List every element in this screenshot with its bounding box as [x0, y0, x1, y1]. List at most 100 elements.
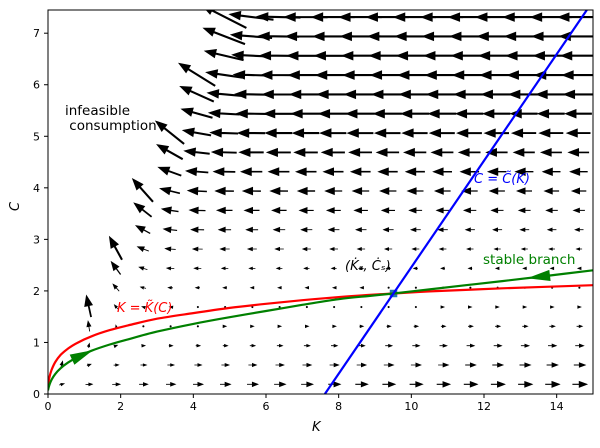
- quiver-dot: [196, 305, 199, 309]
- quiver-arrow: [492, 227, 503, 232]
- quiver-arrow: [304, 286, 309, 290]
- quiver-arrow: [245, 226, 259, 233]
- quiver-arrow: [356, 247, 366, 251]
- quiver-arrow: [348, 147, 372, 157]
- quiver-arrow: [235, 108, 267, 119]
- x-axis-label: K: [312, 420, 321, 435]
- quiver-arrow: [546, 227, 557, 232]
- quiver-arrow: [303, 266, 310, 271]
- quiver-arrow: [490, 207, 504, 214]
- quiver-arrow: [241, 186, 261, 196]
- quiver-arrow: [262, 108, 294, 119]
- quiver-arrow: [548, 343, 558, 348]
- quiver-arrow: [494, 266, 500, 271]
- quiver-arrow: [359, 286, 364, 290]
- quiver-arrow: [186, 186, 207, 196]
- quiver-arrow: [165, 266, 175, 271]
- quiver-arrow: [576, 266, 582, 271]
- quiver-arrow: [324, 187, 343, 196]
- plot-contents: [48, 10, 593, 394]
- quiver-arrow: [210, 147, 237, 157]
- quiver-arrow: [249, 286, 255, 290]
- quiver-arrow: [139, 286, 147, 290]
- quiver-arrow: [325, 207, 341, 214]
- quiver-arrow: [84, 294, 94, 318]
- quiver-arrow: [518, 380, 534, 388]
- quiver-arrow: [194, 363, 203, 367]
- quiver-dot: [469, 286, 472, 289]
- quiver-arrow: [486, 167, 507, 176]
- quiver-arrow: [546, 362, 559, 368]
- quiver-arrow: [188, 206, 206, 215]
- quiver-arrow: [454, 108, 484, 119]
- quiver-arrow: [377, 167, 398, 177]
- quiver-arrow: [519, 362, 532, 368]
- quiver-arrow: [247, 381, 259, 388]
- quiver-arrow: [265, 147, 291, 157]
- quiver-arrow: [290, 108, 321, 119]
- quiver-arrow: [404, 167, 425, 177]
- quiver-arrow: [466, 247, 474, 251]
- quiver-arrow: [302, 362, 313, 368]
- quiver-arrow: [386, 324, 392, 329]
- quiver-arrow: [572, 207, 585, 214]
- quiver-arrow: [202, 27, 246, 46]
- x-tick-label: 10: [404, 400, 418, 413]
- quiver-arrow: [301, 246, 311, 252]
- quiver-arrow: [548, 247, 555, 251]
- quiver-dot: [414, 305, 417, 309]
- quiver-arrow: [463, 380, 479, 388]
- quiver-dot: [387, 286, 390, 289]
- quiver-arrow: [520, 247, 528, 251]
- quiver-arrow: [353, 207, 368, 214]
- quiver-arrow: [296, 186, 316, 196]
- quiver-arrow: [298, 206, 314, 214]
- quiver-arrow: [467, 266, 473, 271]
- infeasible-consumption-label: infeasible consumption: [65, 103, 157, 134]
- quiver-arrow: [456, 128, 482, 138]
- quiver-arrow: [205, 69, 243, 79]
- y-tick-label: 4: [33, 182, 40, 195]
- quiver-dot: [169, 325, 172, 328]
- quiver-arrow: [565, 128, 591, 138]
- quiver-arrow: [190, 226, 205, 233]
- quiver-arrow: [329, 247, 338, 252]
- quiver-arrow: [207, 108, 240, 119]
- quiver-arrow: [382, 381, 397, 388]
- quiver-arrow: [329, 362, 340, 368]
- quiver-arrow: [379, 187, 397, 195]
- quiver-arrow: [512, 147, 535, 157]
- quiver-arrow: [320, 147, 345, 157]
- quiver-arrow: [214, 186, 234, 196]
- quiver-arrow: [168, 305, 174, 309]
- quiver-arrow: [519, 227, 530, 232]
- quiver-arrow: [412, 343, 421, 348]
- quiver-arrow: [194, 286, 200, 290]
- quiver-arrow: [167, 363, 176, 367]
- quiver-arrow: [480, 89, 512, 100]
- quiver-arrow: [133, 202, 153, 218]
- quiver-arrow: [493, 343, 503, 348]
- quiver-arrow: [563, 108, 592, 119]
- quiver-arrow: [215, 206, 233, 215]
- quiver-arrow: [543, 187, 560, 195]
- quiver-dot: [333, 305, 336, 309]
- quiver-arrow: [86, 363, 92, 368]
- quiver-arrow: [183, 147, 210, 157]
- quiver-arrow: [157, 166, 182, 177]
- quiver-arrow: [112, 283, 120, 292]
- x-tick-label: 8: [335, 400, 342, 413]
- quiver-arrow: [154, 120, 185, 145]
- y-tick-label: 3: [33, 233, 40, 246]
- quiver-dot: [387, 305, 390, 309]
- quiver-arrow: [438, 247, 447, 251]
- quiver-arrow: [462, 207, 477, 214]
- quiver-arrow: [206, 89, 241, 99]
- quiver-arrow: [217, 226, 232, 233]
- quiver-arrow: [181, 127, 212, 138]
- quiver-arrow: [539, 147, 562, 157]
- quiver-arrow: [359, 324, 365, 329]
- quiver-arrow: [108, 235, 123, 261]
- quiver-arrow: [495, 305, 500, 309]
